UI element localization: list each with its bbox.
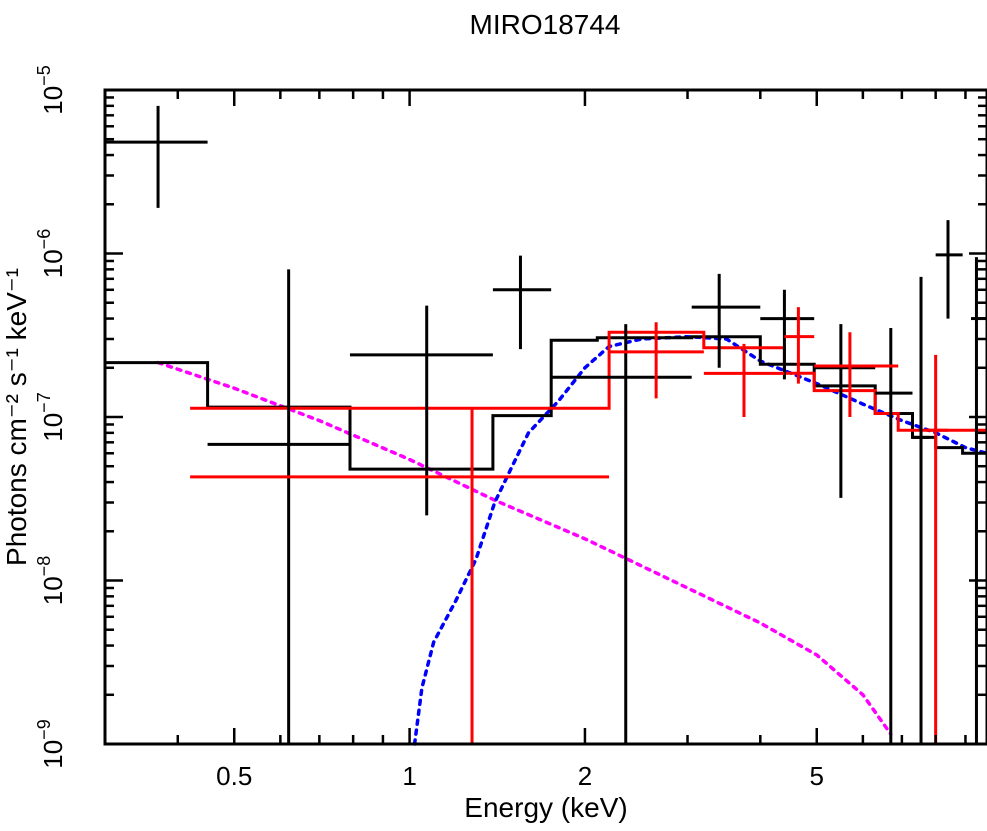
y-tick-label: 10−7: [34, 392, 68, 441]
y-tick-label-text: 10−7: [34, 392, 68, 441]
y-tick-label-text: 10−8: [34, 556, 68, 605]
x-tick-label: 1: [402, 761, 416, 791]
series-1-point-6: [691, 273, 761, 368]
series-1-point-10: [912, 276, 930, 744]
series-1-point-12: [971, 257, 987, 744]
series-2-point-5: [814, 332, 899, 417]
series-2-point-3: [703, 343, 785, 417]
y-tick-label: 10−5: [34, 65, 68, 114]
series-1-point-4: [492, 255, 552, 350]
chart-title: MIRO18744: [470, 9, 621, 40]
model-component-2-curve: [412, 334, 987, 746]
model-component-1-curve: [156, 360, 893, 736]
series-1-point-11: [935, 220, 963, 319]
series-2-point-6: [925, 354, 949, 744]
series-2-point-1: [190, 408, 610, 744]
y-tick-label-text: 10−5: [34, 65, 68, 114]
series-2-point-4: [784, 307, 815, 384]
y-tick-label-text: 10−6: [34, 229, 68, 278]
series-2-point-2: [609, 322, 704, 399]
series-1-model-step-line: [105, 335, 987, 471]
series-1-point-9: [875, 328, 913, 744]
x-tick-label: 0.5: [216, 761, 252, 791]
y-tick-label: 10−9: [34, 719, 68, 768]
y-axis-label: Photons cm⁻² s⁻¹ keV⁻¹: [1, 268, 32, 566]
series-1-point-8: [814, 324, 876, 498]
series-1-point-5: [551, 324, 692, 744]
y-tick-label: 10−8: [34, 556, 68, 605]
y-tick-label: 10−6: [34, 229, 68, 278]
series-1-point-7: [760, 289, 815, 380]
series-1-point-3: [349, 305, 493, 516]
x-tick-label: 5: [810, 761, 824, 791]
x-axis-label: Energy (keV): [464, 792, 627, 823]
y-tick-label-text: 10−9: [34, 719, 68, 768]
x-tick-label: 2: [578, 761, 592, 791]
series-1-point-2: [207, 269, 350, 744]
series-1-point-1: [105, 105, 208, 208]
